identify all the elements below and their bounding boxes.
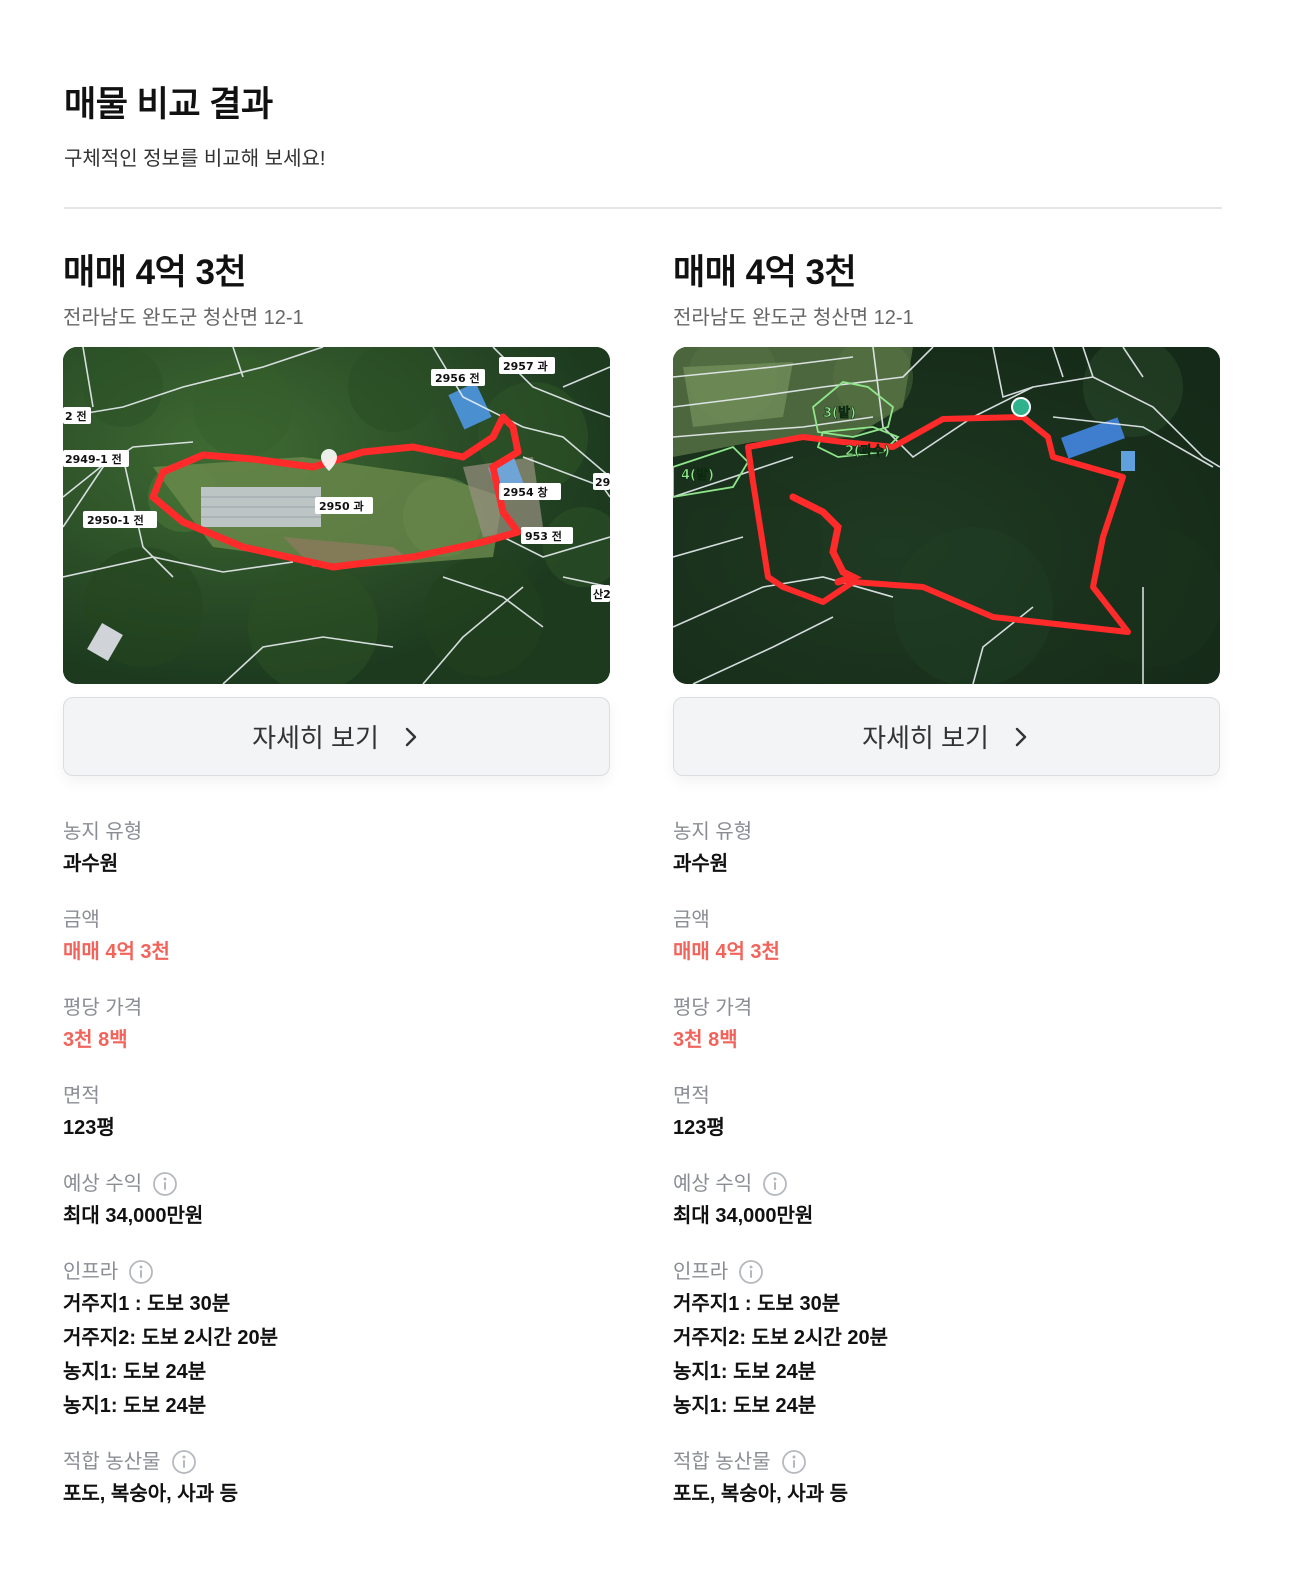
view-details-button[interactable]: 자세히 보기 — [63, 697, 610, 776]
info-circle-icon[interactable] — [152, 1171, 178, 1197]
info-expected-income: 예상 수익 최대 34,000만원 — [63, 1169, 611, 1233]
info-value: 포도, 복숭아, 사과 등 — [673, 1483, 848, 1505]
info-expected-income: 예상 수익 최대 34,000만원 — [673, 1169, 1221, 1233]
info-farm-type: 농지 유형 과수원 — [63, 817, 611, 881]
parcel-label-text: 2950-1 전 — [87, 513, 144, 527]
infra-line: 거주지2: 도보 2시간 20분 — [63, 1327, 279, 1349]
info-area: 면적 123평 — [63, 1081, 611, 1145]
info-label: 금액 — [673, 909, 710, 931]
listing-price-title: 매매 4억 3천 — [63, 253, 247, 292]
parcel-label-text: 953 전 — [525, 529, 562, 543]
listing-address: 전라남도 완도군 청산면 12-1 — [63, 307, 304, 329]
info-value: 최대 34,000만원 — [673, 1205, 814, 1227]
info-label: 적합 농산물 — [673, 1451, 771, 1473]
info-label: 예상 수익 — [63, 1173, 143, 1195]
info-price-per-pyeong: 평당 가격 3천 8백 — [63, 993, 611, 1057]
info-amount: 금액 매매 4억 3천 — [63, 905, 611, 969]
info-label: 평당 가격 — [673, 997, 753, 1019]
parcel-label-text: 산2 — [593, 587, 610, 601]
parcel-label: 2950 과 — [315, 497, 373, 514]
info-label: 인프라 — [673, 1261, 729, 1283]
info-amount: 금액 매매 4억 3천 — [673, 905, 1221, 969]
view-details-label: 자세히 보기 — [862, 723, 989, 753]
info-label: 면적 — [673, 1085, 710, 1107]
view-details-button[interactable]: 자세히 보기 — [673, 697, 1220, 776]
listing-price-title: 매매 4억 3천 — [673, 253, 857, 292]
parcel-label-text: 2950 과 — [319, 499, 364, 513]
info-label: 농지 유형 — [63, 821, 143, 843]
info-infra: 인프라 거주지1 : 도보 30분 거주지2: 도보 2시간 20분 농지1: … — [63, 1257, 611, 1423]
chevron-right-icon — [1011, 727, 1031, 747]
info-crops: 적합 농산물 포도, 복숭아, 사과 등 — [673, 1447, 1221, 1511]
listing-info: 농지 유형 과수원 금액 매매 4억 3천 평당 가격 3천 8백 면적 123… — [673, 817, 1221, 1511]
info-circle-icon[interactable] — [781, 1449, 807, 1475]
info-value: 3천 8백 — [673, 1029, 738, 1051]
infra-line: 거주지1 : 도보 30분 — [673, 1293, 841, 1315]
info-crops: 적합 농산물 포도, 복숭아, 사과 등 — [63, 1447, 611, 1511]
info-area: 면적 123평 — [673, 1081, 1221, 1145]
listing-card-2: 매매 4억 3천 전라남도 완도군 청산면 12-1 — [673, 250, 1221, 1535]
info-infra: 인프라 거주지1 : 도보 30분 거주지2: 도보 2시간 20분 농지1: … — [673, 1257, 1221, 1423]
infra-line: 농지1: 도보 24분 — [63, 1361, 207, 1383]
listing-address: 전라남도 완도군 청산면 12-1 — [673, 307, 914, 329]
parcel-label: 2957 과 — [499, 357, 555, 374]
info-label: 금액 — [63, 909, 100, 931]
parcel-label-text: 29 — [595, 476, 610, 489]
parcel-label-text: 2949-1 전 — [65, 452, 122, 466]
infra-line: 농지1: 도보 24분 — [63, 1395, 207, 1417]
infra-line: 농지1: 도보 24분 — [673, 1361, 817, 1383]
info-label: 인프라 — [63, 1261, 119, 1283]
info-label: 면적 — [63, 1085, 100, 1107]
parcel-label-text: 3(밭) — [823, 405, 856, 421]
info-circle-icon[interactable] — [762, 1171, 788, 1197]
parcel-label-text: 2956 전 — [435, 371, 480, 385]
satellite-map-image: 3(밭) 2(과수) 4(밭) — [673, 347, 1220, 684]
parcel-label: 29 — [593, 473, 610, 490]
info-value: 매매 4억 3천 — [63, 941, 170, 963]
info-price-per-pyeong: 평당 가격 3천 8백 — [673, 993, 1221, 1057]
parcel-label-text: 2(과수) — [845, 444, 890, 459]
info-value: 과수원 — [673, 853, 729, 875]
satellite-map-image: 2956 전 2957 과 2 전 2949-1 전 — [63, 347, 610, 684]
infra-line: 농지1: 도보 24분 — [673, 1395, 817, 1417]
parcel-label: 2950-1 전 — [83, 511, 157, 528]
satellite-map-1[interactable]: 2956 전 2957 과 2 전 2949-1 전 — [63, 347, 610, 684]
info-label: 농지 유형 — [673, 821, 753, 843]
info-value: 매매 4억 3천 — [673, 941, 780, 963]
infra-line: 거주지2: 도보 2시간 20분 — [673, 1327, 889, 1349]
info-circle-icon[interactable] — [128, 1259, 154, 1285]
info-circle-icon[interactable] — [738, 1259, 764, 1285]
parcel-label-text: 2954 창 — [503, 485, 548, 499]
info-label: 평당 가격 — [63, 997, 143, 1019]
parcel-label: 산2 — [591, 585, 610, 602]
parcel-label: 2954 창 — [499, 483, 561, 500]
info-value: 123평 — [63, 1117, 115, 1139]
parcel-label: 953 전 — [521, 527, 573, 544]
parcel-label-text: 4(밭) — [681, 467, 714, 483]
parcel-label: 2949-1 전 — [63, 450, 129, 467]
parcel-label-text: 2 전 — [65, 409, 87, 423]
view-details-label: 자세히 보기 — [252, 723, 379, 753]
info-value: 123평 — [673, 1117, 725, 1139]
page-title: 매물 비교 결과 — [64, 85, 273, 124]
info-label: 예상 수익 — [673, 1173, 753, 1195]
info-label: 적합 농산물 — [63, 1451, 161, 1473]
info-value: 3천 8백 — [63, 1029, 128, 1051]
chevron-right-icon — [401, 727, 421, 747]
info-farm-type: 농지 유형 과수원 — [673, 817, 1221, 881]
info-value: 포도, 복숭아, 사과 등 — [63, 1483, 238, 1505]
info-value: 과수원 — [63, 853, 119, 875]
parcel-label: 2 전 — [63, 407, 91, 424]
header-divider — [64, 207, 1222, 209]
parcel-label: 2956 전 — [431, 369, 485, 386]
info-circle-icon[interactable] — [171, 1449, 197, 1475]
page-subtitle: 구체적인 정보를 비교해 보세요! — [64, 148, 326, 170]
parcel-label-text: 2957 과 — [503, 359, 548, 373]
satellite-map-2[interactable]: 3(밭) 2(과수) 4(밭) — [673, 347, 1220, 684]
listing-card-1: 매매 4억 3천 전라남도 완도군 청산면 12-1 — [63, 250, 611, 1535]
info-value: 최대 34,000만원 — [63, 1205, 204, 1227]
listing-info: 농지 유형 과수원 금액 매매 4억 3천 평당 가격 3천 8백 면적 123… — [63, 817, 611, 1511]
infra-line: 거주지1 : 도보 30분 — [63, 1293, 231, 1315]
